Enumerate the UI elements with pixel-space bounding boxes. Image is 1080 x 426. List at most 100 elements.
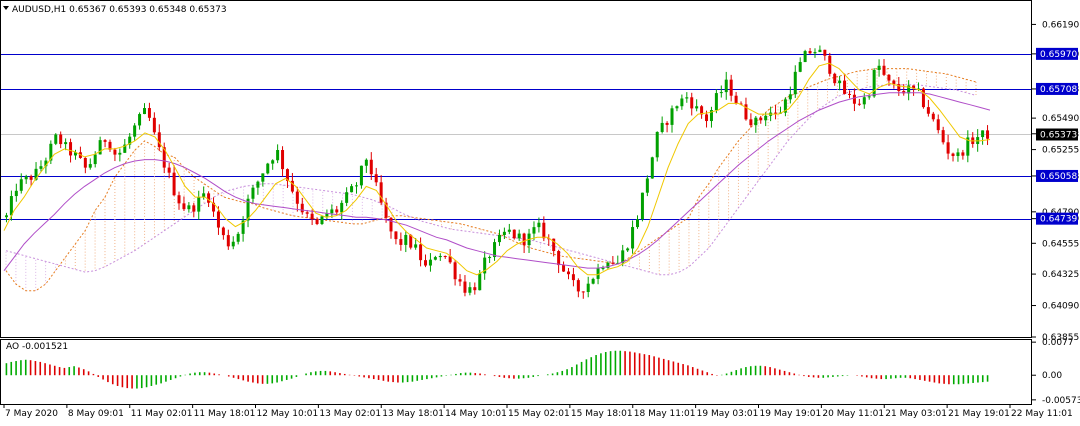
candle-body <box>458 279 462 282</box>
candle-body <box>14 190 18 197</box>
candle-body <box>251 187 255 199</box>
candle-body <box>660 122 664 132</box>
candle <box>231 236 235 250</box>
candle-body <box>59 134 63 145</box>
level-label-box <box>1036 82 1078 95</box>
candle-body <box>872 70 876 97</box>
level-label: 0.65058 <box>1040 172 1077 182</box>
candle-body <box>655 131 659 158</box>
candle-body <box>123 144 127 153</box>
candle-body <box>478 273 482 291</box>
candle <box>665 121 669 133</box>
candle-body <box>221 227 225 236</box>
candle <box>24 174 28 184</box>
candle <box>483 251 487 280</box>
candle <box>808 47 812 55</box>
candle <box>872 68 876 98</box>
candle-body <box>793 71 797 95</box>
candle-body <box>340 202 344 213</box>
candle <box>626 247 630 252</box>
candle-body <box>764 115 768 121</box>
candle-body <box>700 106 704 115</box>
x-tick-label: 13 May 02:01 <box>319 409 381 419</box>
candle-body <box>108 141 112 150</box>
candle-body <box>300 203 304 213</box>
y-tick-label: 0.64090 <box>1042 302 1079 312</box>
candle-body <box>103 140 107 142</box>
candle-body <box>912 85 916 89</box>
candle <box>645 175 649 197</box>
candle <box>359 165 363 189</box>
candle-body <box>44 160 48 167</box>
candle <box>586 276 590 298</box>
candle-body <box>917 88 921 90</box>
candle-body <box>838 80 842 84</box>
ao-tick-label: 0.00 <box>1042 371 1062 381</box>
candle-body <box>187 205 191 210</box>
x-tick-label: 7 May 2020 <box>5 409 58 419</box>
candle <box>690 92 694 116</box>
candle-body <box>783 99 787 113</box>
candle <box>221 226 225 240</box>
candle-body <box>226 235 230 247</box>
candle-body <box>813 52 817 54</box>
candle-body <box>926 107 930 114</box>
candle <box>493 238 497 261</box>
candle-body <box>266 163 270 174</box>
candle-body <box>566 271 570 275</box>
candle-body <box>843 80 847 94</box>
candle-body <box>404 234 408 245</box>
candle-body <box>690 97 694 109</box>
candle-body <box>207 193 211 203</box>
candle-body <box>468 287 472 293</box>
candle <box>946 134 950 160</box>
candle <box>167 163 171 179</box>
candle <box>783 97 787 117</box>
level-label-box <box>1036 169 1078 182</box>
candle <box>172 165 176 196</box>
candle <box>843 73 847 95</box>
candle-body <box>774 112 778 114</box>
candle-body <box>808 51 812 54</box>
level-label: 0.64739 <box>1040 215 1077 225</box>
candle-body <box>833 73 837 84</box>
candle <box>764 112 768 127</box>
candle-body <box>98 140 102 155</box>
level-label-box <box>1036 212 1078 225</box>
candle-body <box>966 137 970 156</box>
price-panel-frame <box>0 0 1032 338</box>
candle <box>640 192 644 222</box>
candle-body <box>709 110 713 122</box>
candle <box>497 229 501 246</box>
x-tick-label: 12 May 10:01 <box>257 409 319 419</box>
candle-body <box>364 159 368 166</box>
candle-body <box>147 108 151 118</box>
candle <box>428 253 432 272</box>
candle-body <box>557 251 561 266</box>
candle <box>409 233 413 250</box>
candle <box>729 74 733 102</box>
candle <box>581 291 585 299</box>
candle <box>867 93 871 100</box>
candle <box>936 114 940 134</box>
candle-body <box>256 181 260 188</box>
candle <box>562 261 566 272</box>
x-tick-label: 19 May 03:01 <box>697 409 759 419</box>
candle <box>838 75 842 91</box>
candle-body <box>216 211 220 228</box>
candle <box>724 71 728 100</box>
x-tick-label: 21 May 03:01 <box>885 409 947 419</box>
candle-body <box>803 51 807 63</box>
candle <box>340 200 344 220</box>
candle-body <box>374 174 378 183</box>
candle <box>261 173 265 187</box>
candle <box>325 209 329 220</box>
candle-body <box>818 49 822 53</box>
candle <box>399 232 403 251</box>
ao-label: AO -0.001521 <box>6 342 68 352</box>
candle-body <box>192 205 196 212</box>
candle-body <box>522 233 526 246</box>
candle-body <box>670 108 674 125</box>
candle-body <box>631 227 635 249</box>
